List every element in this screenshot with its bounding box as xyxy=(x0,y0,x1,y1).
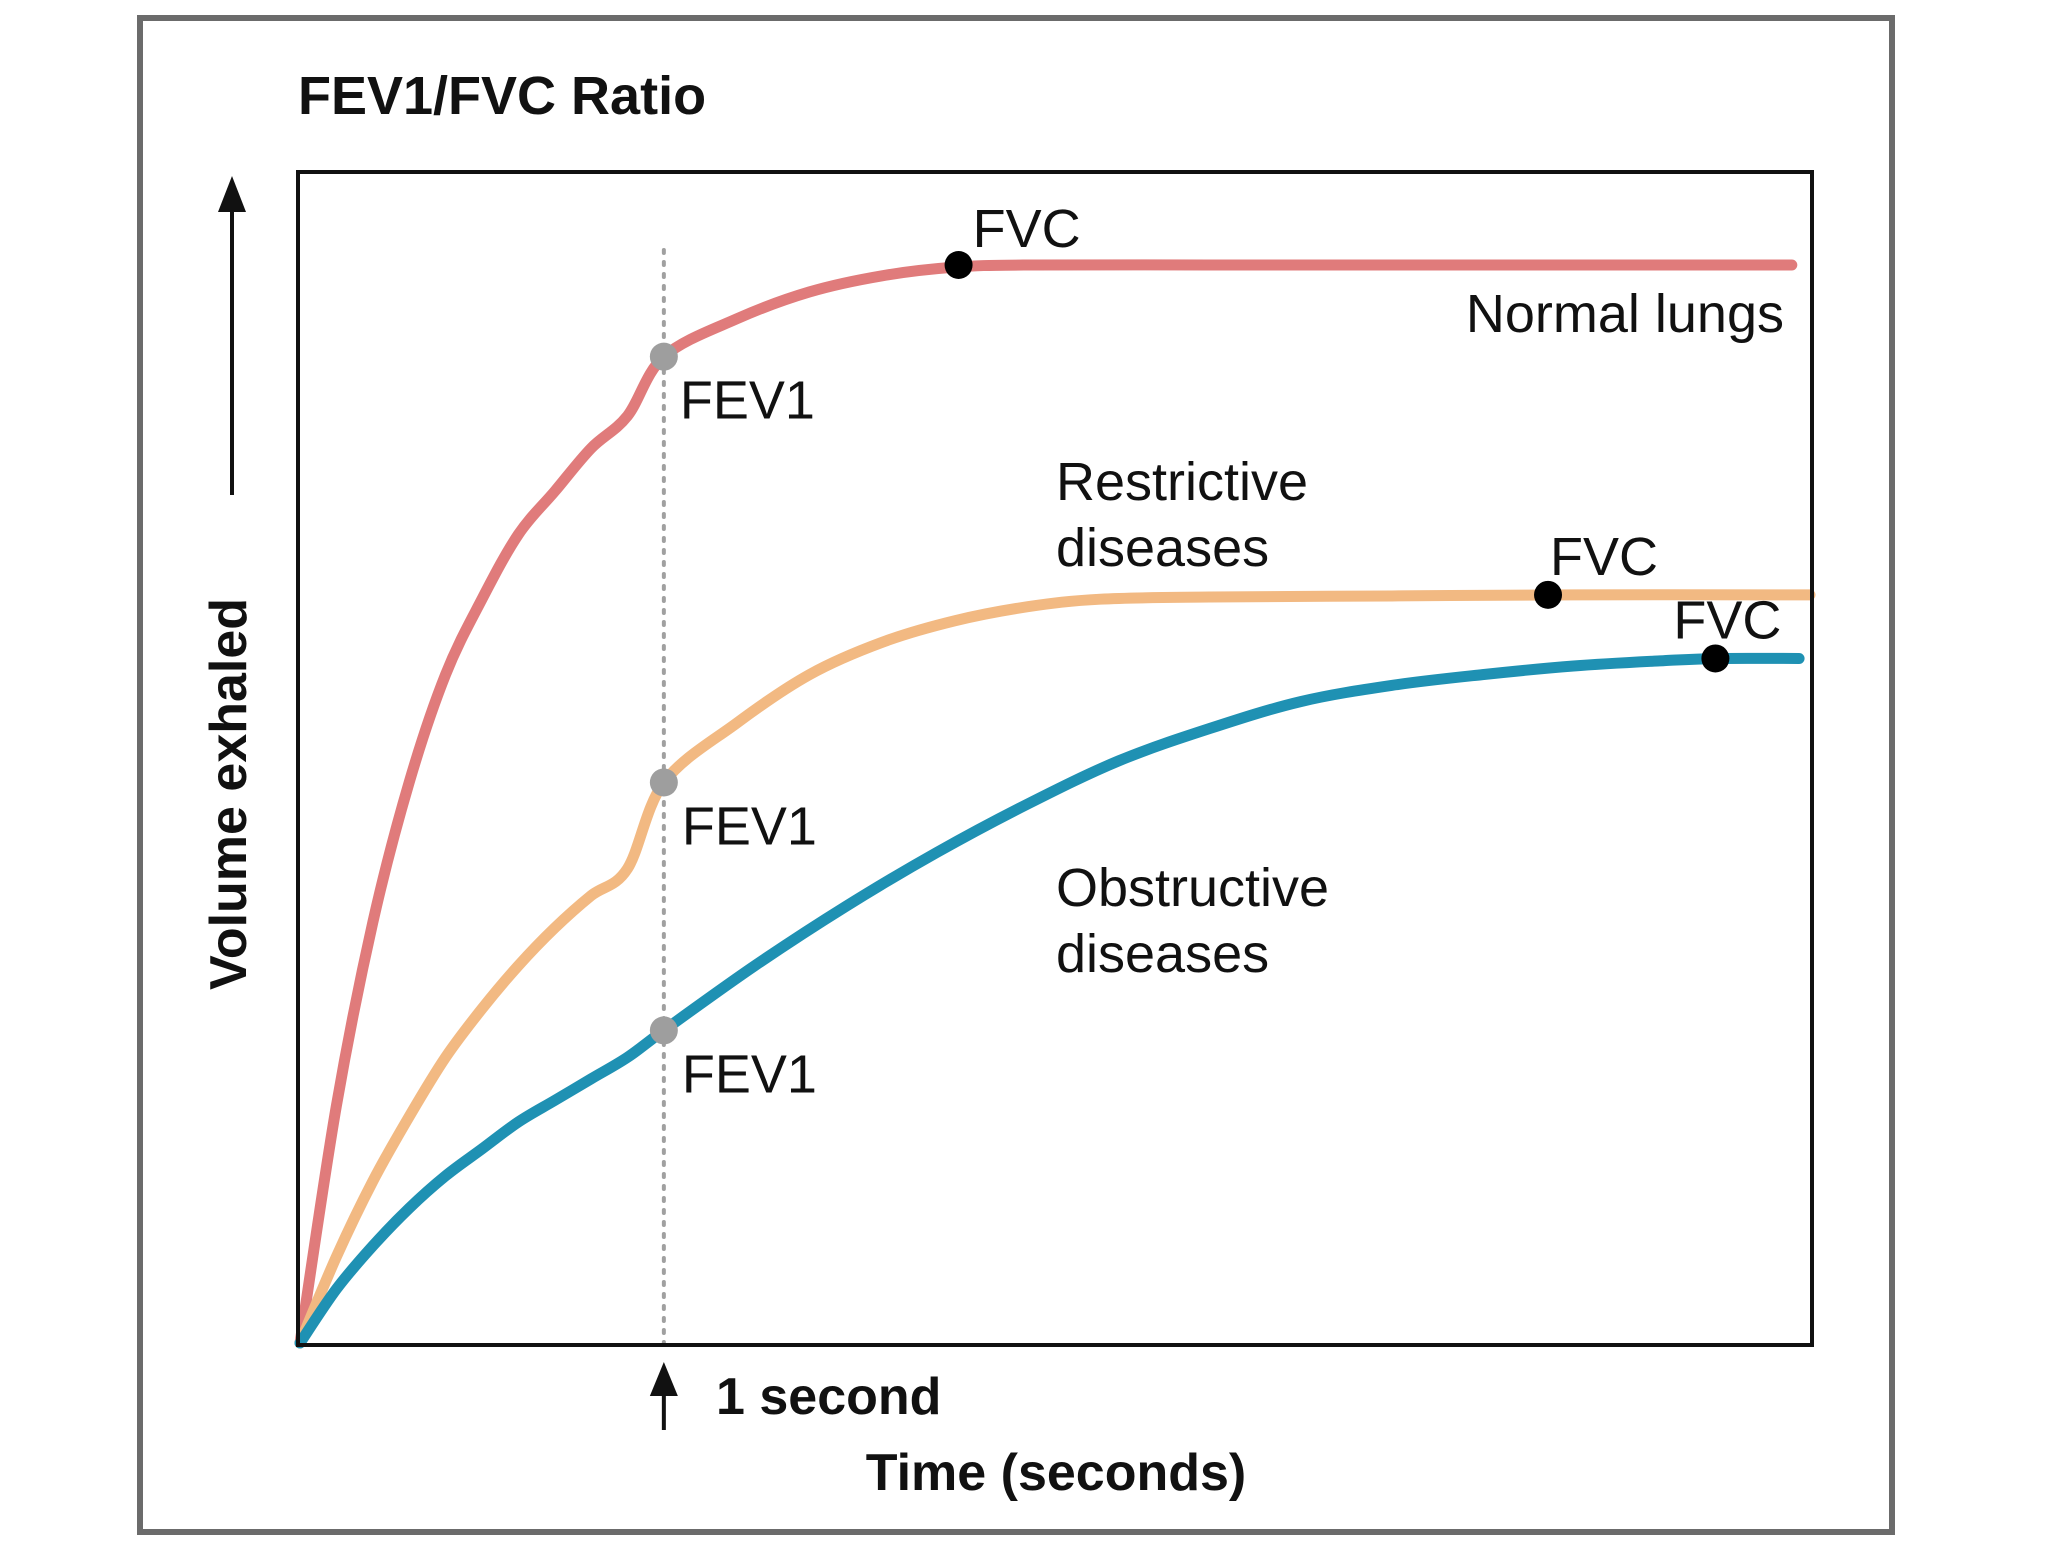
fvc-point-obstructive-diseases xyxy=(1701,644,1730,673)
plot-area: FEV1 FVC FEV1 FVC FEV1 FVC xyxy=(294,199,1816,1349)
fev1-point-normal-lungs xyxy=(649,342,678,371)
chart-title: FEV1/FVC Ratio xyxy=(298,66,706,126)
x-marker-label: 1 second xyxy=(716,1368,941,1426)
series-label-obstructive-line-1: Obstructive xyxy=(1056,858,1329,918)
plot-border xyxy=(296,170,1814,1347)
series-label-restrictive-line-2: diseases xyxy=(1056,518,1269,578)
fvc-label-restrictive-diseases: FVC xyxy=(1550,527,1658,587)
fvc-point-normal-lungs xyxy=(944,251,973,279)
fev1-label-obstructive-diseases: FEV1 xyxy=(682,1044,817,1104)
series-label-restrictive-diseases: Restrictive diseases xyxy=(1056,452,1323,578)
fev1-point-restrictive-diseases xyxy=(649,768,678,797)
fev1-label-normal-lungs: FEV1 xyxy=(680,371,815,431)
fvc-point-restrictive-diseases xyxy=(1534,580,1563,609)
series-label-obstructive-diseases: Obstructive diseases xyxy=(1056,858,1344,984)
series-label-obstructive-line-2: diseases xyxy=(1056,924,1269,984)
series-label-normal-lungs: Normal lungs xyxy=(1466,284,1784,344)
series-line-obstructive-diseases xyxy=(294,652,1805,1349)
series-label-restrictive-line-1: Restrictive xyxy=(1056,452,1308,512)
y-axis-arrow xyxy=(218,176,246,495)
fvc-label-obstructive-diseases: FVC xyxy=(1673,590,1781,650)
x-marker-arrow xyxy=(649,1362,678,1430)
fev1-point-obstructive-diseases xyxy=(649,1016,678,1045)
x-axis-label: Time (seconds) xyxy=(866,1444,1246,1502)
fev1-label-restrictive-diseases: FEV1 xyxy=(682,796,817,856)
series-line-restrictive-diseases xyxy=(294,589,1816,1349)
series-label-normal-line-1: Normal lungs xyxy=(1466,284,1784,344)
y-axis-label: Volume exhaled xyxy=(200,598,258,990)
fvc-label-normal-lungs: FVC xyxy=(973,199,1081,259)
